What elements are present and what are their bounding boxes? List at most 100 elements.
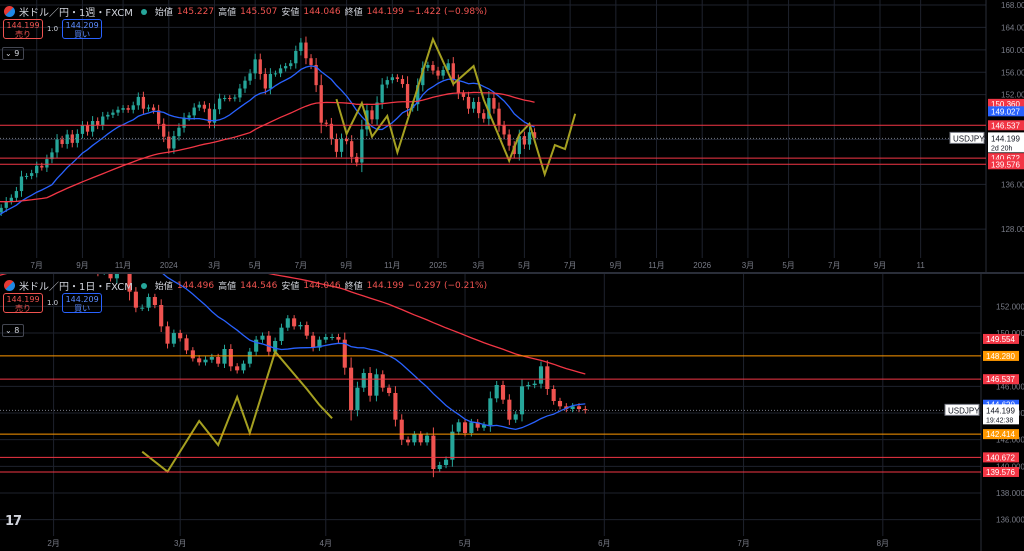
- candle: [500, 385, 506, 400]
- candle: [60, 139, 64, 144]
- candle: [167, 136, 171, 149]
- candle: [374, 374, 379, 396]
- candle: [285, 318, 290, 328]
- candle: [209, 357, 214, 360]
- candle: [273, 341, 278, 352]
- candle: [172, 136, 176, 149]
- candle: [171, 333, 176, 344]
- candle: [165, 326, 170, 344]
- candle: [177, 127, 181, 137]
- candle: [243, 80, 247, 89]
- time-tick-label: 3月: [174, 539, 186, 548]
- buy-label: 買い: [74, 30, 91, 39]
- candle: [146, 297, 151, 308]
- open-label: 始値: [154, 8, 173, 18]
- candle: [121, 108, 125, 110]
- market-status-icon: [140, 282, 147, 289]
- time-tick-label: 4月: [320, 539, 332, 548]
- candle: [538, 366, 544, 384]
- candle: [451, 63, 455, 81]
- indicator-collapse-button[interactable]: ⌄ 9: [2, 47, 24, 60]
- time-tick-label: 7月: [737, 539, 749, 548]
- candle: [497, 108, 501, 126]
- candle: [241, 363, 246, 371]
- last-price-label: 144.199: [986, 406, 1015, 415]
- candle: [323, 337, 328, 340]
- daily-chart-pane[interactable]: 136.000138.000140.000142.000144.000146.0…: [0, 274, 1024, 551]
- candle: [96, 121, 100, 126]
- candle: [133, 291, 138, 308]
- candle: [443, 459, 449, 465]
- time-tick-label: 11月: [384, 261, 400, 270]
- candle: [517, 136, 521, 155]
- candle: [136, 96, 140, 106]
- candle: [228, 349, 233, 367]
- candle: [19, 176, 24, 192]
- indicator-collapse-button[interactable]: ⌄ 8: [2, 324, 24, 337]
- candle: [101, 116, 105, 126]
- time-tick-label: 11月: [648, 261, 664, 270]
- pane-divider[interactable]: [0, 272, 1024, 274]
- time-tick-label: 3月: [208, 261, 220, 270]
- tradingview-logo-icon[interactable]: 17: [5, 514, 22, 529]
- time-tick-label: 2025: [429, 261, 447, 270]
- candle: [583, 409, 588, 411]
- candle: [309, 58, 313, 65]
- change-value: −0.297 (−0.21%): [407, 280, 488, 291]
- price-level-label: 149.554: [986, 335, 1015, 344]
- candle: [304, 325, 309, 336]
- indicator-count: 9: [14, 49, 20, 58]
- daily-symbol-title[interactable]: 米ドル／円・1日・FXCM: [19, 282, 133, 293]
- weekly-chart-svg[interactable]: 128.000136.000144.000152.000156.000160.0…: [0, 0, 1024, 272]
- candle: [50, 152, 54, 160]
- open-value: 145.227: [176, 6, 215, 17]
- high-value: 144.546: [240, 280, 278, 291]
- candle: [248, 73, 252, 81]
- candle: [140, 307, 145, 309]
- candle: [228, 98, 232, 100]
- weekly-symbol-title[interactable]: 米ドル／円・1週・FXCM: [19, 8, 133, 19]
- buy-button[interactable]: 144.209 買い: [62, 293, 103, 313]
- sell-button[interactable]: 144.199 売り: [3, 293, 43, 313]
- price-tick-label: 146.000: [996, 382, 1024, 391]
- candle: [260, 335, 265, 340]
- time-tick-label: 6月: [598, 539, 610, 548]
- time-tick-label: 2月: [47, 539, 59, 548]
- candle: [487, 98, 491, 119]
- candle: [441, 70, 445, 76]
- symbol-tag: [949, 131, 985, 144]
- candle: [492, 98, 496, 109]
- sell-button[interactable]: 144.199 売り: [3, 19, 43, 39]
- candle: [152, 297, 157, 305]
- candle: [350, 141, 354, 157]
- close-value: 144.199: [366, 280, 404, 291]
- candle: [9, 197, 13, 202]
- price-level-tag: [983, 374, 1019, 385]
- price-tick-label: 150.000: [996, 329, 1024, 338]
- candle: [29, 173, 34, 176]
- candle: [75, 133, 80, 143]
- daily-chart-svg[interactable]: 136.000138.000140.000142.000144.000146.0…: [0, 274, 1024, 551]
- price-tick-label: 138.000: [996, 489, 1024, 498]
- candle: [235, 366, 240, 371]
- weekly-chart-pane[interactable]: 128.000136.000144.000152.000156.000160.0…: [0, 0, 1024, 273]
- time-tick-label: 11: [916, 261, 925, 270]
- time-tick-label: 8月: [877, 539, 889, 548]
- last-price-tag: [988, 132, 1024, 153]
- candle: [405, 84, 410, 109]
- weekly-trade-buttons: 144.199 売り 1.0 144.209 買い: [3, 19, 103, 39]
- price-level-tag: [983, 466, 1019, 477]
- candle: [360, 129, 364, 163]
- price-level-label: 140.672: [991, 154, 1020, 163]
- candle: [471, 101, 476, 109]
- candle: [342, 339, 347, 368]
- buy-button[interactable]: 144.209 買い: [62, 19, 103, 39]
- candle: [355, 387, 360, 411]
- candle: [80, 125, 85, 134]
- candle: [380, 84, 384, 103]
- price-level-tag: [988, 106, 1024, 117]
- time-tick-label: 3月: [472, 261, 484, 270]
- candle: [162, 123, 166, 137]
- price-level-label: 139.576: [986, 468, 1015, 477]
- candle: [55, 139, 59, 153]
